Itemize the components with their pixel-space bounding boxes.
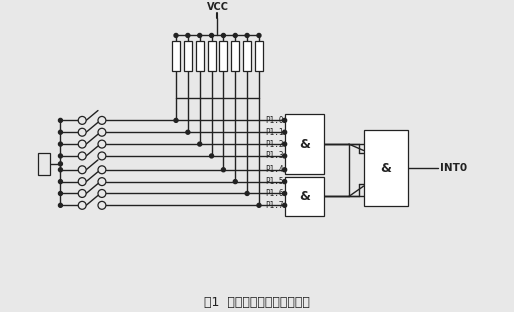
- Circle shape: [174, 33, 178, 37]
- Circle shape: [283, 168, 287, 172]
- Bar: [219, 41, 227, 71]
- Bar: [231, 41, 239, 71]
- Circle shape: [78, 178, 86, 186]
- Text: P1.6: P1.6: [265, 189, 284, 198]
- Bar: [208, 41, 215, 71]
- Circle shape: [78, 189, 86, 197]
- Bar: [243, 41, 251, 71]
- Circle shape: [78, 140, 86, 148]
- Circle shape: [59, 130, 62, 134]
- Circle shape: [98, 128, 106, 136]
- Circle shape: [98, 178, 106, 186]
- Text: P1.0: P1.0: [265, 116, 284, 125]
- Circle shape: [78, 128, 86, 136]
- Circle shape: [186, 33, 190, 37]
- Text: P1.2: P1.2: [265, 139, 284, 149]
- Text: &: &: [380, 162, 391, 175]
- Circle shape: [283, 130, 287, 134]
- Circle shape: [78, 152, 86, 160]
- Circle shape: [78, 166, 86, 174]
- Circle shape: [210, 33, 213, 37]
- Circle shape: [210, 154, 213, 158]
- Bar: [285, 177, 324, 216]
- Circle shape: [59, 162, 62, 166]
- Circle shape: [198, 33, 201, 37]
- Circle shape: [283, 203, 287, 207]
- Bar: [38, 153, 49, 175]
- Bar: [255, 41, 263, 71]
- Circle shape: [98, 140, 106, 148]
- Circle shape: [59, 180, 62, 183]
- Circle shape: [233, 180, 237, 183]
- Text: &: &: [299, 190, 310, 203]
- Circle shape: [59, 142, 62, 146]
- Text: P1.7: P1.7: [265, 201, 284, 210]
- Text: P1.5: P1.5: [265, 177, 284, 186]
- Circle shape: [222, 33, 226, 37]
- Circle shape: [257, 203, 261, 207]
- Circle shape: [98, 201, 106, 209]
- Circle shape: [245, 192, 249, 195]
- Circle shape: [283, 142, 287, 146]
- Circle shape: [98, 116, 106, 124]
- Text: 图1  单片机外围按键连接电路: 图1 单片机外围按键连接电路: [204, 296, 310, 309]
- Text: P1.1: P1.1: [265, 128, 284, 137]
- Circle shape: [59, 192, 62, 195]
- Circle shape: [198, 142, 201, 146]
- Circle shape: [186, 130, 190, 134]
- Text: &: &: [299, 138, 310, 151]
- Circle shape: [283, 192, 287, 195]
- Bar: [172, 41, 180, 71]
- Bar: [364, 130, 408, 206]
- Circle shape: [78, 201, 86, 209]
- Circle shape: [245, 33, 249, 37]
- Circle shape: [257, 33, 261, 37]
- Bar: [184, 41, 192, 71]
- Text: P1.3: P1.3: [265, 151, 284, 160]
- Circle shape: [222, 168, 226, 172]
- Circle shape: [283, 119, 287, 122]
- Circle shape: [98, 166, 106, 174]
- Bar: [196, 41, 204, 71]
- Circle shape: [233, 33, 237, 37]
- Circle shape: [98, 189, 106, 197]
- Text: VCC: VCC: [207, 2, 229, 12]
- Circle shape: [98, 152, 106, 160]
- Circle shape: [174, 119, 178, 122]
- Circle shape: [283, 154, 287, 158]
- Circle shape: [59, 119, 62, 122]
- Circle shape: [78, 116, 86, 124]
- Circle shape: [59, 168, 62, 172]
- Circle shape: [59, 154, 62, 158]
- Bar: [285, 115, 324, 174]
- Text: INT0: INT0: [439, 163, 467, 173]
- Circle shape: [283, 180, 287, 183]
- Circle shape: [59, 203, 62, 207]
- Text: P1.4: P1.4: [265, 165, 284, 174]
